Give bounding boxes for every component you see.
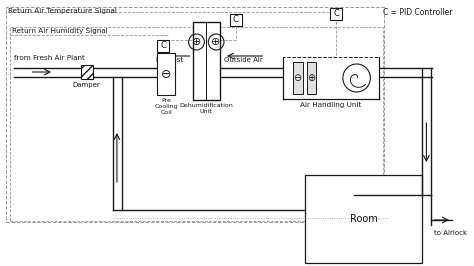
Text: Room: Room bbox=[350, 214, 377, 224]
Text: Return Air Temperature Signal: Return Air Temperature Signal bbox=[8, 8, 117, 14]
Text: Return Air Humidity Signal: Return Air Humidity Signal bbox=[12, 28, 108, 34]
Text: Exhaust: Exhaust bbox=[155, 57, 184, 63]
Text: Air Handling Unit: Air Handling Unit bbox=[301, 102, 362, 108]
Text: Dehumidification
Unit: Dehumidification Unit bbox=[180, 103, 233, 114]
Text: from Fresh Air Plant: from Fresh Air Plant bbox=[14, 55, 85, 61]
Bar bbox=[192, 22, 220, 100]
Text: Damper: Damper bbox=[73, 82, 100, 88]
Text: to Airlock: to Airlock bbox=[434, 230, 467, 236]
Bar bbox=[330, 8, 342, 20]
Text: ⊕: ⊕ bbox=[211, 37, 221, 47]
Bar bbox=[305, 175, 422, 263]
Bar bbox=[307, 62, 316, 94]
Text: ⊖: ⊖ bbox=[293, 73, 302, 83]
Bar bbox=[6, 7, 384, 222]
Text: C: C bbox=[333, 10, 339, 19]
Text: C = PID Controller: C = PID Controller bbox=[383, 8, 453, 17]
Text: Pre
Cooling
Coil: Pre Cooling Coil bbox=[154, 98, 178, 115]
Bar bbox=[283, 57, 379, 99]
Bar bbox=[293, 62, 302, 94]
Text: C: C bbox=[160, 41, 166, 51]
Bar bbox=[81, 65, 93, 79]
Text: Outside Air: Outside Air bbox=[224, 57, 263, 63]
Text: ⊕: ⊕ bbox=[307, 73, 316, 83]
Text: C: C bbox=[233, 15, 239, 24]
Text: ⊕: ⊕ bbox=[192, 37, 201, 47]
Bar bbox=[157, 53, 175, 95]
Bar bbox=[157, 40, 169, 52]
Bar bbox=[230, 14, 242, 26]
Bar bbox=[10, 27, 383, 221]
Text: ⊖: ⊖ bbox=[161, 68, 171, 81]
